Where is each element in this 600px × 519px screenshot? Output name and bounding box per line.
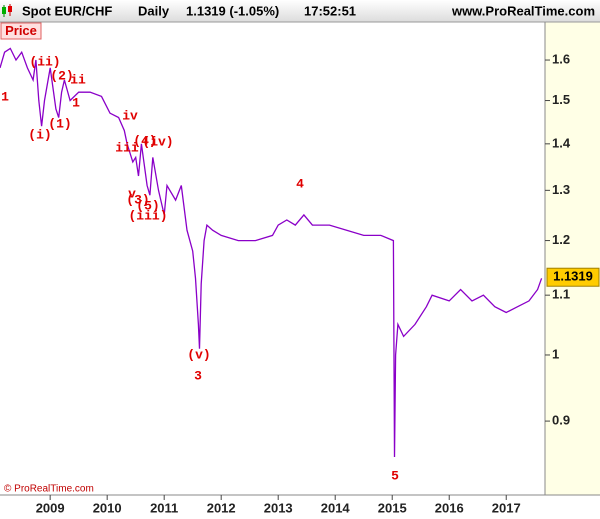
- y-tick-label: 1.4: [552, 135, 571, 150]
- y-tick-label: 1.1: [552, 287, 570, 302]
- x-tick-label: 2015: [378, 500, 407, 515]
- wave-label: (i): [28, 127, 51, 142]
- wave-label: (5): [136, 198, 159, 213]
- wave-label: (1): [48, 116, 71, 131]
- header-bar: [0, 0, 600, 22]
- y-tick-label: 1.5: [552, 92, 570, 107]
- price-line: [0, 47, 543, 458]
- wave-label: (3): [126, 192, 149, 207]
- wave-label: 4: [296, 176, 304, 191]
- x-tick-label: 2012: [207, 500, 236, 515]
- y-axis-panel: [545, 22, 600, 495]
- wave-label: (2): [50, 68, 73, 83]
- time: 17:52:51: [304, 3, 356, 18]
- wave-label: 5: [391, 468, 399, 483]
- wave-label: (iv): [142, 134, 173, 149]
- quote: 1.1319 (-1.05%): [186, 3, 279, 18]
- x-tick-label: 2016: [435, 500, 464, 515]
- period: Daily: [138, 3, 170, 18]
- x-tick-label: 2014: [321, 500, 351, 515]
- wave-label: 1: [1, 89, 9, 104]
- x-tick-label: 2009: [36, 500, 65, 515]
- y-tick-label: 1.3: [552, 182, 570, 197]
- wave-label: iv: [122, 108, 138, 123]
- wave-label: (ii): [29, 54, 60, 69]
- y-tick-label: 1.2: [552, 232, 570, 247]
- site: www.ProRealTime.com: [451, 3, 595, 18]
- wave-label: v: [128, 186, 136, 201]
- copyright: © ProRealTime.com: [4, 484, 94, 495]
- x-tick-label: 2011: [150, 500, 178, 515]
- wave-label: 1: [72, 95, 80, 110]
- y-tick-label: 1: [552, 346, 559, 361]
- last-value-label: 1.1319: [553, 269, 593, 284]
- wave-label: (v): [187, 347, 210, 362]
- y-tick-label: 0.9: [552, 413, 570, 428]
- x-tick-label: 2017: [492, 500, 521, 515]
- wave-label: 3: [194, 368, 202, 383]
- wave-label: iii: [115, 140, 139, 155]
- x-tick-label: 2010: [93, 500, 122, 515]
- wave-label: (4): [133, 133, 156, 148]
- y-tick-label: 1.6: [552, 51, 570, 66]
- wave-label: ii: [70, 72, 86, 87]
- last-value-tag: [546, 267, 600, 287]
- x-tick-label: 2013: [264, 500, 293, 515]
- panel-label-box: [0, 22, 42, 40]
- candle-icon: [2, 4, 12, 17]
- panel-label: Price: [5, 23, 37, 38]
- wave-label: (iii): [128, 208, 167, 223]
- title: Spot EUR/CHF: [22, 3, 112, 18]
